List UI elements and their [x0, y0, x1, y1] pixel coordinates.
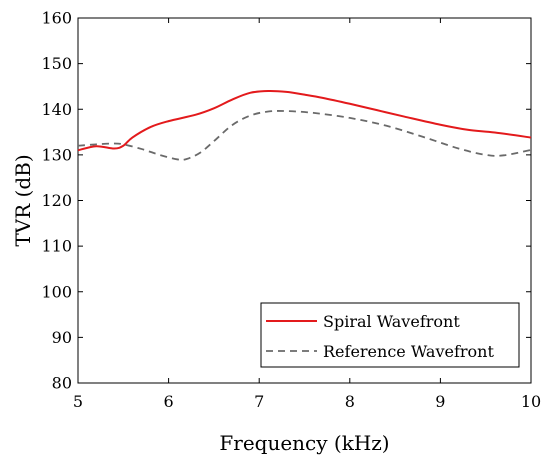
y-tick-label: 100 — [41, 282, 72, 301]
legend-label-reference: Reference Wavefront — [323, 342, 494, 361]
x-tick-label: 9 — [435, 392, 445, 411]
legend: Spiral Wavefront Reference Wavefront — [260, 302, 520, 368]
y-tick-label: 160 — [41, 9, 72, 28]
y-tick-label: 90 — [52, 328, 72, 347]
series-lines — [77, 89, 532, 161]
y-tick-label: 80 — [52, 374, 72, 393]
series-line-spiral — [77, 89, 532, 152]
y-tick-label: 130 — [41, 145, 72, 164]
x-tick-label: 5 — [73, 392, 83, 411]
y-tick-label: 140 — [41, 100, 72, 119]
y-axis-title: TVR (dB) — [11, 154, 35, 246]
legend-box — [260, 302, 520, 368]
x-axis-title: Frequency (kHz) — [219, 431, 389, 455]
y-tick-label: 120 — [41, 191, 72, 210]
x-tick-label: 10 — [521, 392, 541, 411]
x-tick-label: 7 — [254, 392, 264, 411]
axis-ticks: 5 6 7 8 9 10 80 90 100 110 120 130 140 150 160 — [41, 9, 541, 412]
x-tick-label: 6 — [164, 392, 174, 411]
legend-label-spiral: Spiral Wavefront — [323, 312, 460, 331]
plot-area: 5 6 7 8 9 10 80 90 100 110 120 130 140 150 160 — [41, 9, 541, 412]
y-tick-label: 150 — [41, 54, 72, 73]
y-tick-label: 110 — [41, 237, 72, 256]
series-line-reference — [77, 110, 532, 161]
x-tick-label: 8 — [345, 392, 355, 411]
